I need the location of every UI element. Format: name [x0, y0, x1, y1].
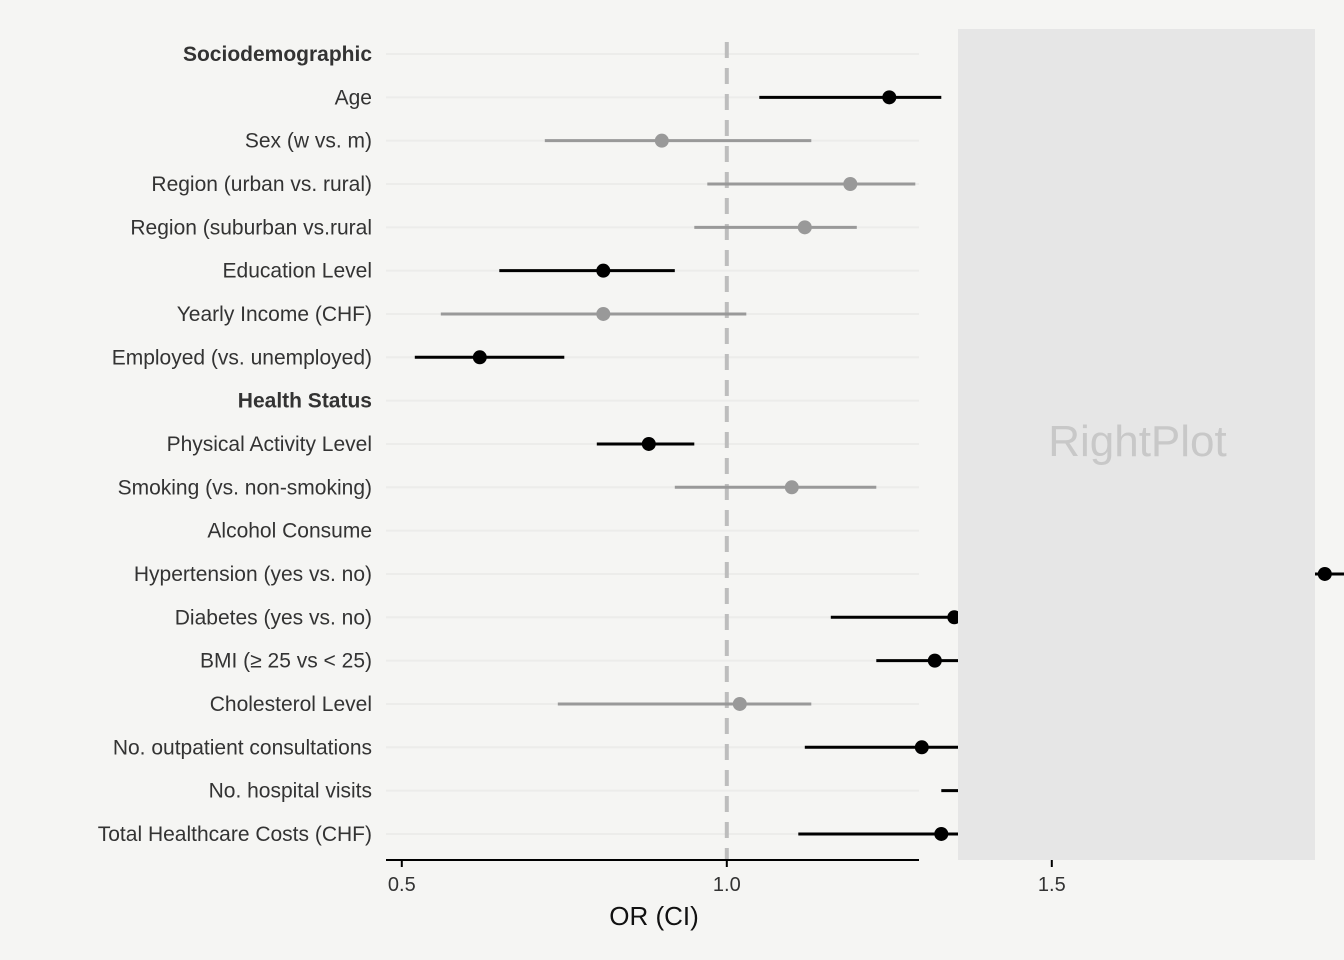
- odds-ratio-point: [641, 436, 656, 451]
- x-axis-title: OR (CI): [609, 901, 699, 931]
- row-label: No. hospital visits: [209, 780, 372, 803]
- odds-ratio-point: [654, 133, 669, 148]
- row-label: Cholesterol Level: [210, 693, 372, 716]
- row-label: Hypertension (yes vs. no): [134, 563, 372, 586]
- odds-ratio-point: [596, 263, 611, 278]
- odds-ratio-point: [927, 653, 942, 668]
- odds-ratio-point: [797, 220, 812, 235]
- x-tick-label: 1.5: [1038, 874, 1066, 896]
- x-tick-label: 1.0: [713, 874, 741, 896]
- odds-ratio-point: [843, 176, 858, 191]
- row-label: Diabetes (yes vs. no): [175, 606, 372, 629]
- row-label: No. outpatient consultations: [113, 736, 372, 759]
- row-label: Region (suburban vs.rural: [130, 216, 372, 239]
- x-axis: 0.51.01.52.0: [386, 859, 1066, 896]
- section-header-label: Sociodemographic: [183, 43, 372, 66]
- row-label: Sex (w vs. m): [245, 130, 372, 153]
- row-label: BMI (≥ 25 vs < 25): [200, 650, 372, 673]
- row-label: Region (urban vs. rural): [151, 173, 372, 196]
- odds-ratio-point: [882, 90, 897, 105]
- odds-ratio-point: [1317, 566, 1332, 581]
- odds-ratio-point: [784, 480, 799, 495]
- row-label: Employed (vs. unemployed): [112, 346, 372, 369]
- odds-ratio-point: [914, 740, 929, 755]
- odds-ratio-point: [947, 610, 962, 625]
- row-label: Smoking (vs. non-smoking): [118, 476, 372, 499]
- row-labels: Sociodemographic Age Sex (w vs. m) Region (…: [98, 43, 373, 846]
- row-label: Alcohol Consume: [207, 520, 372, 543]
- right-plot-label: RightPlot: [1048, 416, 1227, 466]
- row-label: Education Level: [223, 260, 372, 283]
- right-plot-panel: RightPlot: [958, 29, 1315, 860]
- row-label: Total Healthcare Costs (CHF): [98, 823, 372, 846]
- odds-ratio-point: [934, 826, 949, 841]
- odds-ratio-point: [472, 350, 487, 365]
- row-label: Yearly Income (CHF): [177, 303, 372, 326]
- row-label: Physical Activity Level: [167, 433, 372, 456]
- row-label: Age: [335, 86, 372, 109]
- x-tick-label: 0.5: [388, 874, 416, 896]
- odds-ratio-point: [596, 306, 611, 321]
- odds-ratio-point: [732, 696, 747, 711]
- section-header-label: Health Status: [238, 390, 372, 413]
- gridlines: [386, 53, 919, 835]
